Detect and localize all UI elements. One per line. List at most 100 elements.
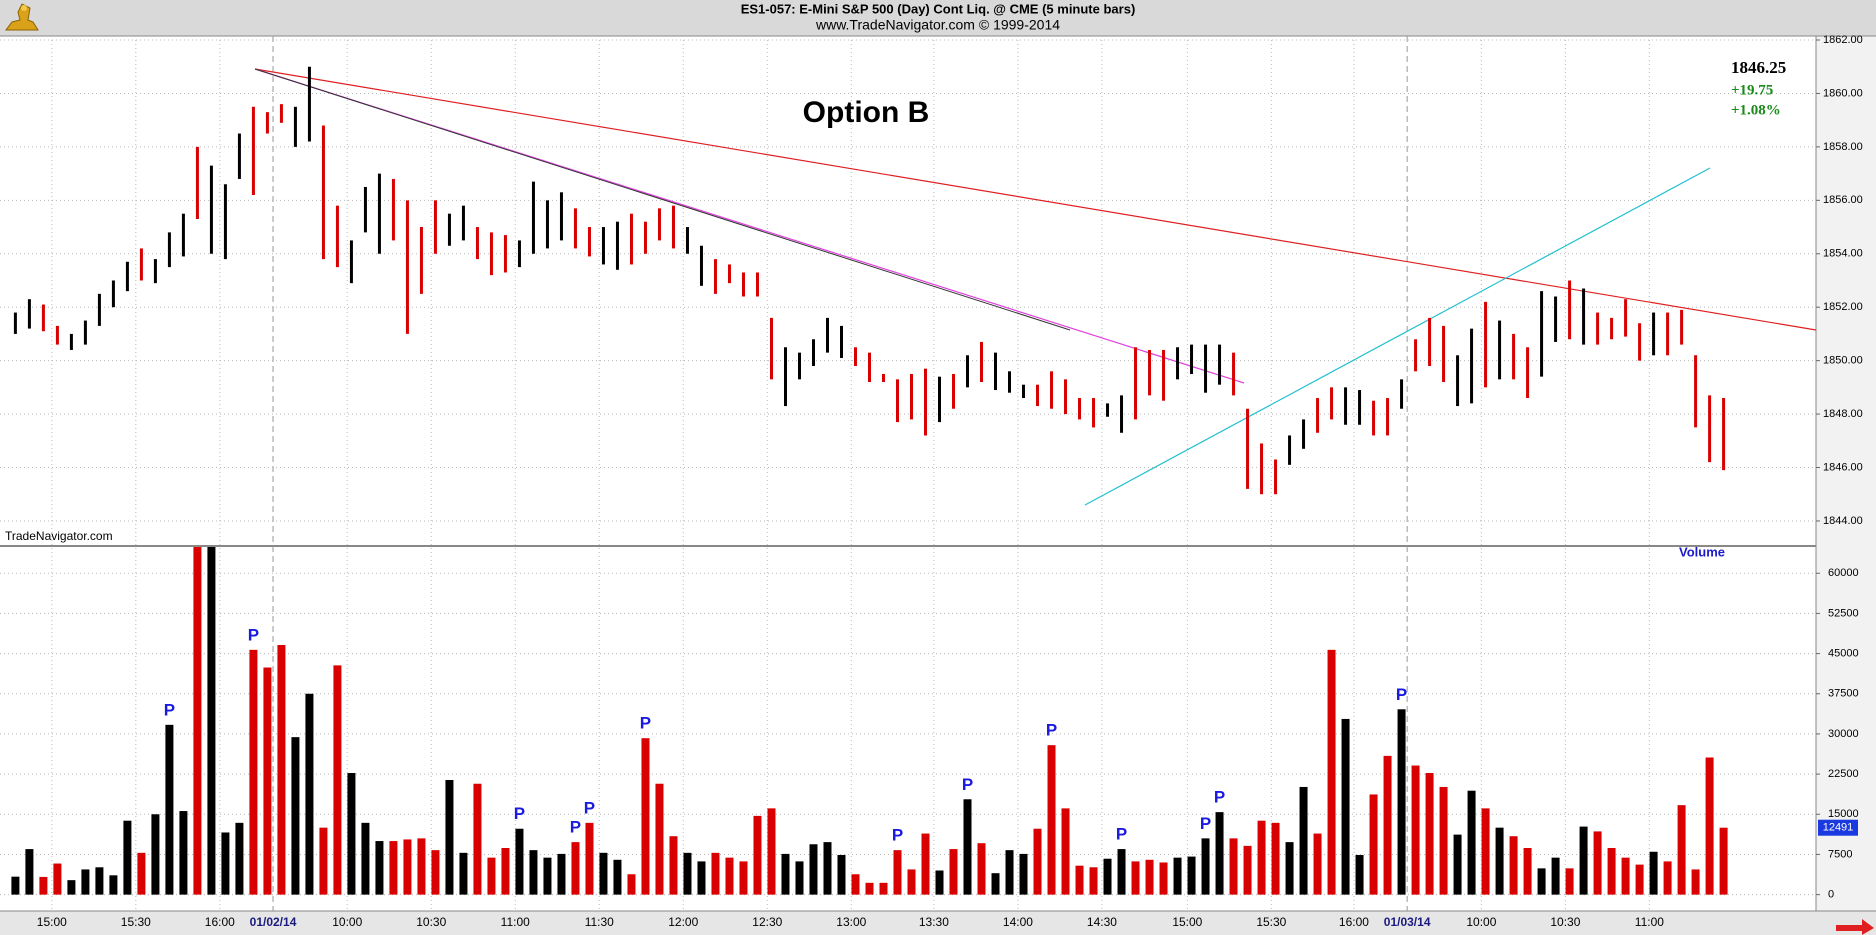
volume-bars (11, 547, 1728, 895)
volume-bar (515, 828, 524, 895)
last-volume-label: 12491 (1823, 822, 1854, 834)
volume-bar (1397, 709, 1406, 895)
volume-bar (109, 875, 118, 895)
volume-bar (1677, 805, 1686, 895)
volume-bar (599, 852, 608, 895)
time-strip (0, 911, 1876, 935)
pivot-marker: P (1214, 788, 1225, 807)
volume-bar (991, 873, 1000, 895)
volume-bar (1187, 856, 1196, 895)
volume-bar (221, 832, 230, 895)
volume-bar (1453, 834, 1462, 895)
volume-bar (795, 861, 804, 895)
pivot-marker: P (892, 826, 903, 845)
volume-bar (1285, 842, 1294, 895)
logo (5, 3, 39, 31)
y-tick-label: 1848.00 (1823, 408, 1863, 420)
volume-bar (361, 822, 370, 895)
volume-bar (1243, 845, 1252, 895)
volume-bar (1509, 836, 1518, 895)
volume-bar (1145, 859, 1154, 895)
volume-bar (1019, 853, 1028, 895)
volume-bar (151, 814, 160, 895)
last-price: 1846.25 (1731, 58, 1786, 77)
scroll-arrow[interactable] (1836, 919, 1874, 935)
volume-bar (1271, 822, 1280, 895)
x-tick-label: 15:30 (121, 915, 151, 929)
volume-bar (1551, 857, 1560, 895)
volume-bar (1299, 786, 1308, 895)
volume-bar (1663, 861, 1672, 895)
volume-bar (837, 854, 846, 895)
volume-bar (263, 667, 272, 895)
volume-bar (571, 842, 580, 895)
volume-bar (11, 876, 20, 895)
volume-bar (277, 645, 286, 895)
volume-bar (487, 857, 496, 895)
pivot-marker: P (584, 798, 595, 817)
volume-bar (1061, 808, 1070, 895)
volume-bar (809, 844, 818, 895)
y-tick-label: 1860.00 (1823, 87, 1863, 99)
volume-bar (25, 849, 34, 895)
pivot-marker: P (248, 625, 259, 644)
y-tick-label: 1844.00 (1823, 515, 1863, 527)
volume-bar (893, 850, 902, 895)
volume-bar (655, 783, 664, 895)
volume-bar (879, 882, 888, 895)
volume-bar (1649, 851, 1658, 895)
price-change: +19.75 (1731, 82, 1773, 98)
volume-bar (543, 857, 552, 895)
x-tick-label: 16:00 (1339, 915, 1369, 929)
volume-bar (1131, 861, 1140, 895)
x-tick-label: 13:30 (919, 915, 949, 929)
volume-bar (1201, 838, 1210, 895)
watermark: TradeNavigator.com (5, 529, 113, 543)
volume-bar (333, 665, 342, 895)
volume-bar (1005, 850, 1014, 895)
volume-bar (1607, 848, 1616, 895)
volume-bar (1467, 790, 1476, 895)
last-volume-box (1818, 819, 1858, 836)
pivot-marker: P (1200, 814, 1211, 833)
x-tick-label: 10:30 (416, 915, 446, 929)
x-tick-label: 13:00 (836, 915, 866, 929)
pivot-marker: P (164, 700, 175, 719)
x-tick-label: 01/03/14 (1384, 915, 1431, 929)
x-tick-label: 15:00 (1172, 915, 1202, 929)
volume-bar (305, 693, 314, 895)
volume-bar (1579, 826, 1588, 895)
volume-bar (389, 841, 398, 895)
volume-bar (669, 836, 678, 895)
volume-bar (851, 874, 860, 895)
volume-bar (753, 815, 762, 895)
volume-bar (683, 852, 692, 895)
volume-bar (137, 852, 146, 895)
x-tick-label: 12:30 (752, 915, 782, 929)
y-tick-label: 1852.00 (1823, 301, 1863, 313)
y-tick-label: 1858.00 (1823, 141, 1863, 153)
volume-bar (627, 874, 636, 895)
volume-bar (823, 842, 832, 895)
chart-title: ES1-057: E-Mini S&P 500 (Day) Cont Liq. … (741, 1, 1136, 16)
volume-bar (739, 861, 748, 895)
volume-bar (767, 808, 776, 895)
volume-bar (403, 839, 412, 895)
volume-bar (95, 867, 104, 895)
volume-bar (711, 852, 720, 895)
volume-bar (431, 850, 440, 895)
volume-bar (613, 859, 622, 895)
volume-bar (1439, 786, 1448, 895)
x-tick-label: 14:30 (1087, 915, 1117, 929)
x-tick-label: 11:30 (585, 915, 614, 929)
volume-bar (445, 779, 454, 895)
volume-bar (1691, 869, 1700, 895)
volume-bar (1033, 828, 1042, 895)
volume-bar (81, 869, 90, 895)
volume-bar (529, 850, 538, 895)
pivot-marker: P (570, 818, 581, 837)
y-tick-label: 0 (1828, 889, 1834, 901)
volume-bar (165, 724, 174, 895)
y-tick-label: 15000 (1828, 808, 1859, 820)
